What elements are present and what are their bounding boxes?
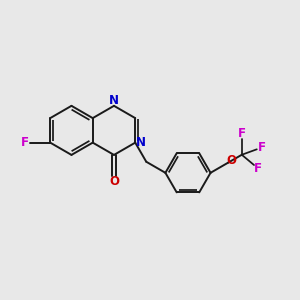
- Text: O: O: [226, 154, 236, 167]
- Text: N: N: [109, 94, 119, 107]
- Text: N: N: [136, 136, 146, 149]
- Text: F: F: [254, 162, 262, 175]
- Text: F: F: [21, 136, 29, 149]
- Text: O: O: [109, 175, 119, 188]
- Text: F: F: [258, 141, 266, 154]
- Text: F: F: [238, 127, 246, 140]
